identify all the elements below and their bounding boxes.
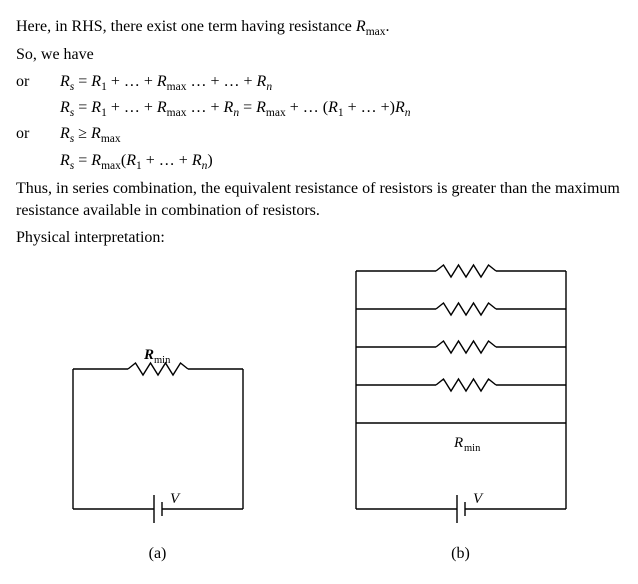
- t: max: [101, 133, 121, 145]
- eq-row-4: Rs = Rmax(R1 + … + Rn): [16, 150, 622, 174]
- t: =: [74, 73, 91, 90]
- t: R: [257, 73, 267, 90]
- t: =: [74, 99, 91, 116]
- t: ): [207, 152, 212, 169]
- t: + … +: [107, 73, 157, 90]
- svg-text:V: V: [170, 491, 181, 507]
- svg-text:min: min: [464, 443, 481, 454]
- t: n: [266, 81, 272, 93]
- figure-b: Rmin V (b): [336, 259, 586, 565]
- eq-row-3: or Rs ≥ Rmax: [16, 123, 622, 147]
- caption-b: (b): [451, 543, 470, 565]
- svg-text:R: R: [143, 347, 154, 363]
- eq4-blank: [16, 150, 60, 174]
- t: + … +): [344, 99, 395, 116]
- svg-text:R: R: [453, 435, 463, 451]
- t: max: [101, 160, 121, 172]
- t: max: [266, 107, 286, 119]
- eq3-or: or: [16, 123, 60, 147]
- intro1-a: Here, in RHS, there exist one term havin…: [16, 18, 356, 35]
- t: R: [157, 99, 167, 116]
- intro1-rmax-r: R: [356, 18, 366, 35]
- t: R: [60, 125, 70, 142]
- t: R: [192, 152, 202, 169]
- eq2-body: Rs = R1 + … + Rmax … + Rn = Rmax + … (R1…: [60, 97, 622, 121]
- t: max: [167, 81, 187, 93]
- t: R: [60, 73, 70, 90]
- eq3-body: Rs ≥ Rmax: [60, 123, 622, 147]
- intro1-b: .: [386, 18, 390, 35]
- t: ≥: [74, 125, 91, 142]
- t: R: [91, 152, 101, 169]
- figure-a: Rmin V (a): [53, 329, 263, 565]
- eq1-body: Rs = R1 + … + Rmax … + … + Rn: [60, 71, 622, 95]
- intro-line-2: So, we have: [16, 44, 622, 66]
- t: R: [224, 99, 234, 116]
- t: R: [91, 73, 101, 90]
- eq1-or: or: [16, 71, 60, 95]
- t: R: [157, 73, 167, 90]
- eq-row-2: Rs = R1 + … + Rmax … + Rn = Rmax + … (R1…: [16, 97, 622, 121]
- t: =: [74, 152, 91, 169]
- circuit-a-svg: Rmin V: [53, 329, 263, 529]
- t: R: [256, 99, 266, 116]
- t: R: [91, 125, 101, 142]
- t: n: [405, 107, 411, 119]
- caption-a: (a): [149, 543, 167, 565]
- t: R: [60, 99, 70, 116]
- svg-text:V: V: [473, 491, 484, 507]
- eq4-body: Rs = Rmax(R1 + … + Rn): [60, 150, 622, 174]
- figures-row: Rmin V (a) Rmin V (b): [16, 259, 622, 565]
- t: R: [91, 99, 101, 116]
- t: R: [126, 152, 136, 169]
- eq-row-1: or Rs = R1 + … + Rmax … + … + Rn: [16, 71, 622, 95]
- t: R: [60, 152, 70, 169]
- t: … + … +: [187, 73, 257, 90]
- t: R: [395, 99, 405, 116]
- t: R: [328, 99, 338, 116]
- circuit-b-svg: Rmin V: [336, 259, 586, 529]
- t: + … (: [286, 99, 328, 116]
- t: =: [239, 99, 256, 116]
- t: … +: [187, 99, 224, 116]
- intro1-rmax-sub: max: [366, 26, 386, 38]
- eq2-blank: [16, 97, 60, 121]
- t: max: [167, 107, 187, 119]
- conclusion-text: Thus, in series combination, the equival…: [16, 178, 622, 223]
- intro-line-1: Here, in RHS, there exist one term havin…: [16, 16, 622, 40]
- t: + … +: [142, 152, 192, 169]
- physical-interpretation-label: Physical interpretation:: [16, 227, 622, 249]
- svg-text:min: min: [154, 355, 171, 366]
- t: + … +: [107, 99, 157, 116]
